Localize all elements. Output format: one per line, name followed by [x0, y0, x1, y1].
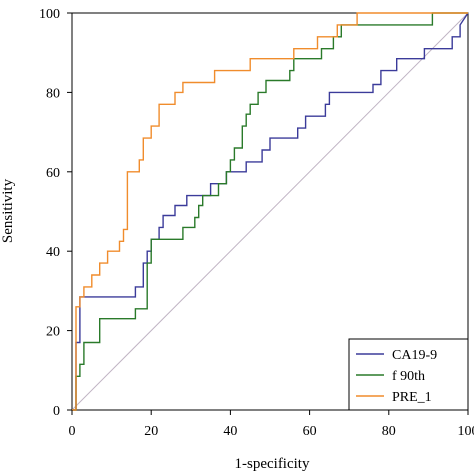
x-tick-label: 40 — [223, 424, 237, 439]
series-line-ca19-9 — [72, 12, 469, 411]
series-layer — [72, 12, 469, 411]
x-tick-label: 80 — [382, 424, 396, 439]
y-tick-label: 0 — [53, 404, 60, 419]
legend-label: f 90th — [392, 369, 425, 384]
legend: CA19-9 f 90th PRE_1 — [348, 338, 469, 411]
reference-line — [71, 12, 469, 411]
legend-label: CA19-9 — [392, 348, 437, 363]
x-tick-label: 100 — [458, 424, 474, 439]
x-tick-label: 20 — [144, 424, 158, 439]
legend-label: PRE_1 — [392, 390, 432, 405]
plot-frame — [71, 12, 469, 411]
x-axis: 0 20 40 60 80 100 — [69, 410, 474, 439]
y-tick-label: 60 — [46, 166, 60, 181]
y-tick-label: 100 — [39, 7, 60, 22]
y-axis-label: Sensitivity — [0, 178, 16, 243]
series-line-pre-1 — [72, 12, 468, 411]
x-tick-label: 60 — [303, 424, 317, 439]
series-line-f-90th — [72, 12, 468, 411]
y-tick-label: 40 — [46, 245, 60, 260]
y-tick-label: 20 — [46, 325, 60, 340]
x-tick-label: 0 — [69, 424, 76, 439]
y-axis: 0 20 40 60 80 100 — [39, 7, 72, 419]
x-axis-label: 1-specificity — [235, 456, 310, 472]
y-tick-label: 80 — [46, 86, 60, 101]
